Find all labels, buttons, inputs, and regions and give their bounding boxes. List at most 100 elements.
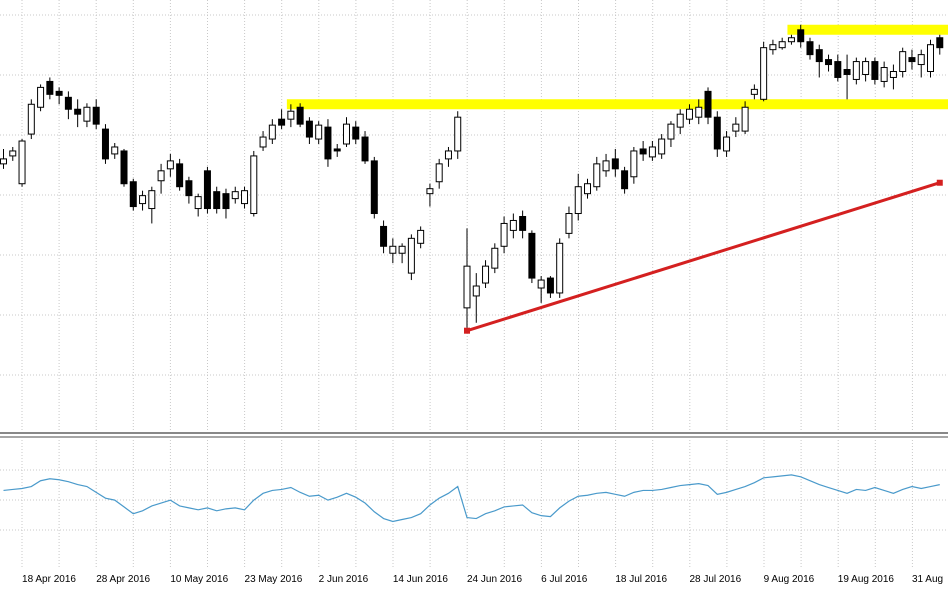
candle-body <box>537 279 545 289</box>
candle-body <box>389 245 397 254</box>
candle-body <box>509 219 517 231</box>
candle-body <box>676 113 684 128</box>
candle-body <box>333 148 341 152</box>
candle-body <box>936 37 944 49</box>
x-tick-label: 23 May 2016 <box>245 574 303 585</box>
candle-body <box>305 120 313 138</box>
candle-body <box>296 106 304 125</box>
candle-body <box>454 116 462 152</box>
candle-body <box>55 90 63 96</box>
candle-body <box>166 160 174 170</box>
candle-body <box>630 150 638 178</box>
candle-body <box>259 136 267 148</box>
candle-body <box>556 242 564 294</box>
candle-body <box>611 158 619 170</box>
candle-body <box>584 183 592 195</box>
candle-body <box>574 186 582 215</box>
candle-body <box>695 106 703 118</box>
candle-body <box>361 136 369 162</box>
x-tick-label: 28 Jul 2016 <box>689 574 741 585</box>
candle-body <box>435 163 443 183</box>
trend-anchor <box>464 327 470 334</box>
candle-body <box>203 170 211 210</box>
candle-body <box>852 61 860 80</box>
candle-body <box>407 237 415 274</box>
candle-body <box>593 163 601 188</box>
candle-body <box>750 88 758 95</box>
x-tick-label: 18 Apr 2016 <box>22 574 76 585</box>
candle-body <box>797 29 805 43</box>
candle-body <box>194 196 202 210</box>
candle-body <box>713 116 721 150</box>
indicator-line <box>3 474 940 523</box>
candle-body <box>250 155 258 215</box>
candle-body <box>880 67 888 82</box>
candle-body <box>148 190 156 210</box>
candle-body <box>463 265 471 309</box>
x-tick-label: 14 Jun 2016 <box>393 574 448 585</box>
candle-body <box>500 222 508 247</box>
candle-body <box>185 180 193 197</box>
candle-body <box>315 124 323 140</box>
candle-body <box>472 285 480 297</box>
candle-body <box>889 71 897 78</box>
candle-body <box>482 265 490 284</box>
candle-body <box>352 126 360 140</box>
trend-anchor <box>936 179 943 186</box>
x-tick-label: 10 May 2016 <box>170 574 228 585</box>
x-tick-label: 2 Jun 2016 <box>319 574 369 585</box>
candle-body <box>519 215 527 231</box>
candle-body <box>268 124 276 140</box>
candle-body <box>417 229 425 244</box>
candle-body <box>37 86 45 108</box>
x-tick-label: 6 Jul 2016 <box>541 574 588 585</box>
candle-body <box>444 150 452 160</box>
candle-body <box>176 163 184 188</box>
candle-body <box>528 232 536 279</box>
trend-line <box>466 181 941 333</box>
candle-body <box>370 160 378 215</box>
candle-body <box>565 213 573 234</box>
candle-body <box>92 106 100 125</box>
candle-body <box>101 128 109 160</box>
candle-body <box>927 44 934 73</box>
candle-body <box>667 123 675 140</box>
candle-body <box>27 103 35 135</box>
candle-body <box>426 188 434 195</box>
candle-body <box>741 106 749 132</box>
candle-body <box>760 47 768 100</box>
grid <box>0 0 948 568</box>
candle-body <box>778 41 786 49</box>
candle-body <box>278 118 286 126</box>
candle-body <box>769 44 777 51</box>
candle-body <box>0 158 7 165</box>
candle-body <box>825 59 833 66</box>
candle-body <box>658 138 666 155</box>
candle-body <box>704 90 712 118</box>
candle-body <box>621 170 629 190</box>
candle-body <box>871 61 879 80</box>
x-tick-label: 18 Jul 2016 <box>615 574 667 585</box>
candle-body <box>129 181 137 208</box>
x-tick-label: 19 Aug 2016 <box>838 574 895 585</box>
candle-body <box>834 61 842 78</box>
candle-body <box>380 225 388 247</box>
candle-body <box>231 191 239 200</box>
candle-body <box>723 136 731 152</box>
x-tick-label: 9 Aug 2016 <box>764 574 815 585</box>
candle-body <box>899 51 907 73</box>
candle-body <box>685 108 693 120</box>
x-tick-label: 24 Jun 2016 <box>467 574 522 585</box>
candle-body <box>157 170 165 182</box>
candle-body <box>862 61 870 75</box>
candle-body <box>639 148 647 155</box>
candle-body <box>287 110 295 120</box>
x-tick-label: 28 Apr 2016 <box>96 574 150 585</box>
candle-body <box>806 41 814 56</box>
candle-body <box>213 191 221 210</box>
candle-body <box>74 108 82 115</box>
candle-body <box>342 123 350 145</box>
